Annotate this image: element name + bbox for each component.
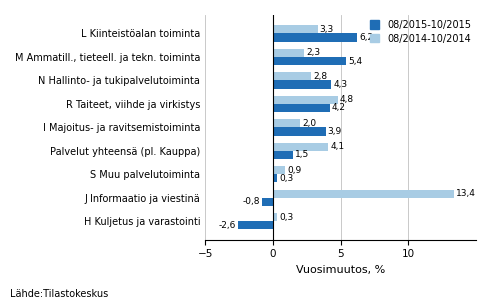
Text: 2,8: 2,8 bbox=[313, 72, 327, 81]
Bar bbox=[273, 96, 338, 104]
Text: 2,3: 2,3 bbox=[306, 48, 320, 57]
Text: 3,3: 3,3 bbox=[320, 25, 334, 34]
Bar bbox=[273, 143, 328, 151]
Bar bbox=[273, 72, 311, 80]
Text: -0,8: -0,8 bbox=[243, 197, 260, 206]
Text: Lähde:Tilastokeskus: Lähde:Tilastokeskus bbox=[10, 289, 108, 299]
Text: 4,2: 4,2 bbox=[332, 104, 346, 112]
Bar bbox=[273, 104, 330, 112]
Bar bbox=[273, 166, 285, 174]
Bar bbox=[273, 80, 331, 88]
Text: 5,4: 5,4 bbox=[348, 56, 362, 66]
Bar bbox=[273, 174, 277, 182]
Text: 2,0: 2,0 bbox=[302, 119, 316, 128]
Text: 0,9: 0,9 bbox=[287, 166, 301, 175]
Text: 13,4: 13,4 bbox=[456, 189, 476, 198]
Bar bbox=[273, 127, 326, 136]
Bar bbox=[273, 25, 318, 34]
Legend: 08/2015-10/2015, 08/2014-10/2014: 08/2015-10/2015, 08/2014-10/2014 bbox=[370, 20, 471, 44]
Text: 3,9: 3,9 bbox=[328, 127, 342, 136]
Bar bbox=[273, 49, 304, 57]
Text: 1,5: 1,5 bbox=[295, 150, 309, 159]
Bar bbox=[273, 213, 277, 221]
Bar bbox=[273, 34, 357, 42]
Bar bbox=[273, 119, 300, 127]
Text: 0,3: 0,3 bbox=[279, 174, 293, 183]
Bar bbox=[273, 151, 293, 159]
Text: 4,8: 4,8 bbox=[340, 95, 354, 104]
X-axis label: Vuosimuutos, %: Vuosimuutos, % bbox=[296, 265, 385, 275]
Bar bbox=[238, 221, 273, 230]
Text: 0,3: 0,3 bbox=[279, 213, 293, 222]
Text: 4,1: 4,1 bbox=[330, 142, 345, 151]
Text: -2,6: -2,6 bbox=[218, 221, 236, 230]
Text: 4,3: 4,3 bbox=[333, 80, 347, 89]
Bar bbox=[262, 198, 273, 206]
Bar bbox=[273, 190, 454, 198]
Text: 6,2: 6,2 bbox=[359, 33, 373, 42]
Bar bbox=[273, 57, 346, 65]
